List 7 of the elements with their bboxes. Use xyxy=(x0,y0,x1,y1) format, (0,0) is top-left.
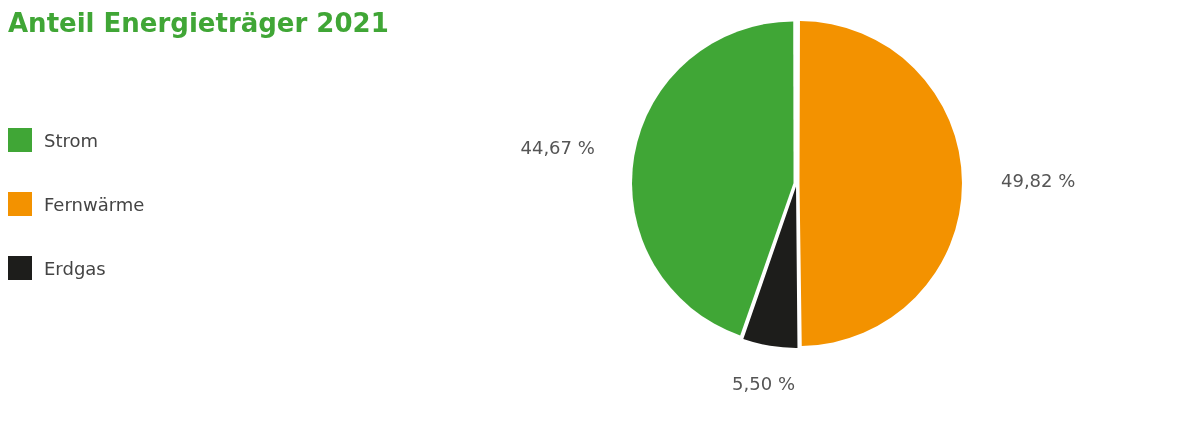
legend-label: Erdgas xyxy=(44,257,106,279)
chart-title: Anteil Energieträger 2021 xyxy=(8,8,389,38)
data-label: 49,82 % xyxy=(1001,170,1076,192)
legend-label: Strom xyxy=(44,129,99,151)
legend-label: Fernwärme xyxy=(44,193,145,215)
data-label: 44,67 % xyxy=(520,137,595,159)
data-label: 5,50 % xyxy=(732,373,796,394)
